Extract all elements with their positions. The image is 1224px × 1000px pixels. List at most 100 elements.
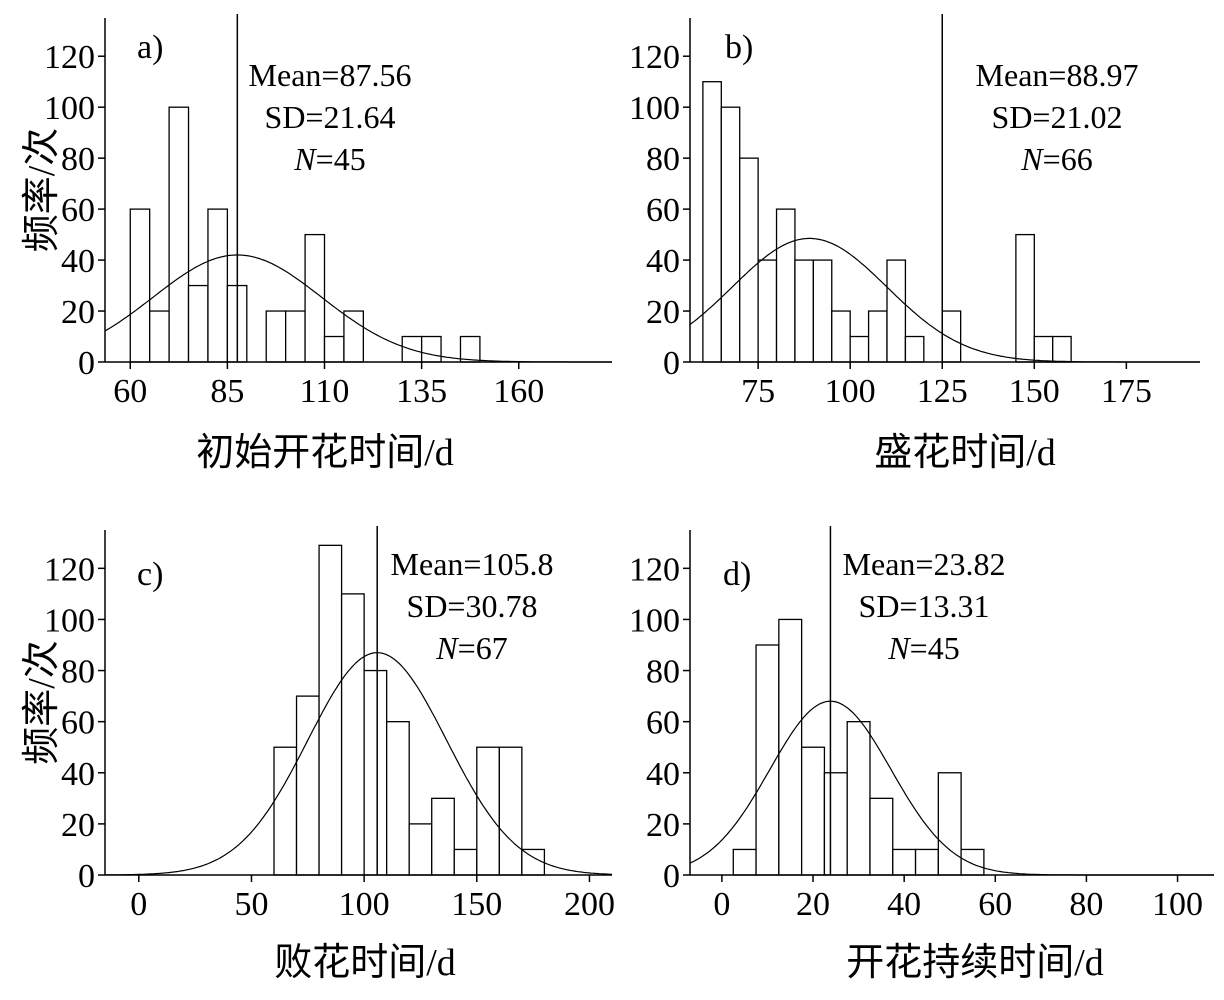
panel-d-bar (914, 848, 939, 876)
panel-c-bar (453, 848, 478, 876)
panel-d-x-tick-label: 80 (1069, 886, 1103, 923)
panel-b-y-tick-label: 120 (629, 39, 680, 76)
panel-c-bar (431, 797, 455, 876)
panel-a-x-tick-label: 110 (300, 373, 350, 410)
panel-c-x-tick-label: 150 (451, 886, 502, 923)
panel-b-x-tick-label: 125 (917, 373, 968, 410)
panel-a-n-text: N=45 (293, 141, 365, 177)
panel-c-n-text: N=67 (435, 630, 507, 666)
panel-b-x-tick-label: 100 (825, 373, 876, 410)
panel-d-n-value: =45 (910, 630, 960, 666)
panel-c-bar (318, 544, 343, 876)
panel-b-bar (904, 335, 925, 363)
panel-d-label: d) (723, 556, 751, 593)
panel-a-n-symbol: N (293, 141, 317, 177)
panel-b-n-value: =66 (1043, 141, 1093, 177)
panel-c-x-tick-label: 50 (234, 886, 268, 923)
panel-a-bar (420, 335, 442, 363)
panel-a-y-tick-label: 0 (78, 345, 95, 382)
panel-d-y-tick-label: 100 (629, 602, 680, 639)
panel-d-x-tick-label: 60 (978, 886, 1012, 923)
panel-c-normal-curve (105, 652, 613, 876)
panel-c-bar (386, 721, 410, 876)
panel-d-n-symbol: N (887, 630, 911, 666)
panel-a-n-value: =45 (316, 141, 366, 177)
panel-d-bar (800, 746, 826, 876)
panel-b-bar (739, 157, 759, 363)
panel-c-y-tick-label: 120 (44, 551, 95, 588)
panel-d-sd-text: SD=13.31 (859, 588, 990, 624)
panel-b-bar (831, 310, 851, 363)
panel-a-y-axis-title: 频率/次 (21, 128, 63, 253)
panel-c-x-axis-title: 败花时间/d (274, 942, 456, 984)
panel-d-bar (732, 848, 757, 876)
panel-c-bar (498, 746, 523, 876)
panel-c-bar (521, 848, 546, 876)
panel-b-x-tick-label: 150 (1009, 373, 1060, 410)
panel-a-y-tick-label: 20 (61, 294, 95, 331)
panel-d-bar (937, 772, 962, 876)
panel-a-y-tick-label: 60 (61, 192, 95, 229)
panel-a-y-tick-label: 100 (44, 90, 95, 127)
panel-a-x-tick-label: 160 (493, 373, 544, 410)
panel-a-label: a) (137, 29, 163, 66)
panel-a-mean-text: Mean=87.56 (249, 57, 412, 93)
panel-d-y-tick-label: 20 (646, 807, 680, 844)
panel-c-n-symbol: N (435, 630, 459, 666)
panel-c-bar (295, 695, 320, 876)
panel-d-x-tick-label: 100 (1152, 886, 1203, 923)
panel-b-bar (702, 81, 722, 363)
panel-c-x-tick-label: 100 (339, 886, 390, 923)
panel-b-x-tick-label: 175 (1101, 373, 1152, 410)
panel-a-bar (343, 310, 365, 363)
panel-c-bar (363, 669, 388, 876)
panel-c-bar (273, 746, 298, 876)
panel-a-bar (459, 335, 481, 363)
panel-c-bar (476, 746, 500, 876)
panel-a-bar (149, 310, 170, 363)
panel-b-bar (757, 259, 778, 363)
panel-b-label: b) (725, 29, 753, 66)
panel-d-bar (823, 772, 848, 876)
panel-d-y-tick-label: 40 (646, 756, 680, 793)
panel-c-bar (408, 823, 433, 876)
panel-b-bar (812, 259, 833, 363)
panel-b-y-tick-label: 20 (646, 294, 680, 331)
panel-b-bar (1033, 335, 1054, 363)
panel-d-x-tick-label: 0 (713, 886, 730, 923)
panel-b-bar (794, 259, 815, 363)
panel-b-x-tick-label: 75 (741, 373, 775, 410)
panel-d-x-axis-title: 开花持续时间/d (846, 942, 1104, 984)
panel-d-bar (960, 848, 985, 876)
panel-c-bar (340, 593, 365, 876)
panel-b-bar (1052, 335, 1072, 363)
panel-a-x-tick-label: 85 (210, 373, 244, 410)
panel-a-x-axis-title: 初始开花时间/d (196, 432, 454, 474)
panel-c-label: c) (137, 556, 163, 593)
panel-a-bar (323, 335, 345, 363)
panel-d-mean-text: Mean=23.82 (843, 546, 1006, 582)
panel-d-bar (892, 848, 917, 876)
panel-b-n-text: N=66 (1020, 141, 1092, 177)
panel-b-bar (849, 335, 870, 363)
panel-b-mean-text: Mean=88.97 (976, 57, 1139, 93)
panel-c-y-tick-label: 100 (44, 602, 95, 639)
panel-c-y-tick-label: 20 (61, 807, 95, 844)
panel-d-n-text: N=45 (887, 630, 959, 666)
panel-a-bar (285, 310, 306, 363)
panel-c-mean-text: Mean=105.8 (391, 546, 554, 582)
panel-a-bar (168, 106, 190, 363)
panel-c-x-tick-label: 0 (130, 886, 147, 923)
panel-d-y-tick-label: 80 (646, 654, 680, 691)
panel-b-n-symbol: N (1020, 141, 1044, 177)
panel-c-y-tick-label: 60 (61, 705, 95, 742)
panel-b-bar (941, 310, 962, 363)
panel-b-y-tick-label: 60 (646, 192, 680, 229)
panel-a-x-tick-label: 135 (396, 373, 447, 410)
panel-a-y-tick-label: 40 (61, 243, 95, 280)
panel-c-y-tick-label: 0 (78, 858, 95, 895)
panel-b-y-tick-label: 0 (663, 345, 680, 382)
panel-b-y-tick-label: 100 (629, 90, 680, 127)
panel-d-bar (846, 721, 871, 876)
